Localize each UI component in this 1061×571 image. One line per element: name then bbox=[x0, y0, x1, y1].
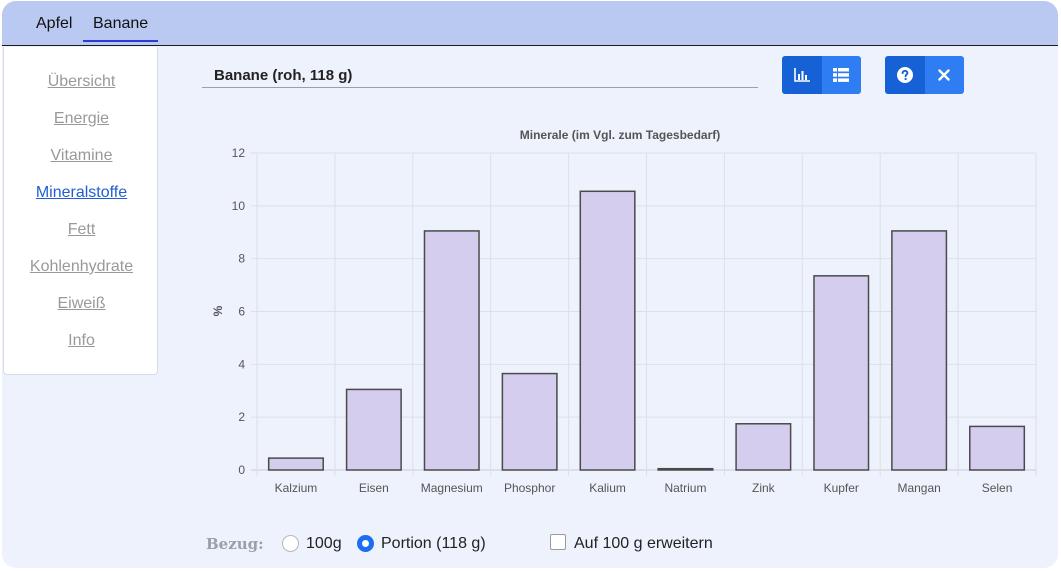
x-tick-label: Mangan bbox=[897, 481, 940, 495]
sidebar-item-uebersicht[interactable]: Übersicht bbox=[47, 73, 116, 90]
x-tick-label: Magnesium bbox=[421, 481, 483, 495]
y-tick-label: 6 bbox=[238, 305, 245, 319]
help-icon bbox=[896, 67, 913, 83]
x-tick-label: Phosphor bbox=[504, 481, 555, 495]
x-axis-ticks: Kalzium Eisen Magnesium Phosphor Kalium Natri… bbox=[275, 481, 1013, 495]
y-tick-label: 10 bbox=[232, 199, 246, 213]
x-tick-label: Kupfer bbox=[824, 481, 859, 495]
extend-checkbox-label[interactable]: Auf 100 g erweitern bbox=[574, 535, 713, 552]
sidebar-item-mineralstoffe[interactable]: Mineralstoffe bbox=[35, 184, 128, 201]
bar-kalium[interactable] bbox=[579, 190, 636, 471]
close-button[interactable] bbox=[924, 56, 964, 94]
chart-title: Minerale (im Vgl. zum Tagesbedarf) bbox=[520, 128, 720, 142]
radio-100g[interactable] bbox=[282, 535, 299, 552]
x-tick-label: Selen bbox=[982, 481, 1013, 495]
bar-kalzium[interactable] bbox=[267, 457, 324, 471]
y-tick-label: 0 bbox=[238, 463, 245, 477]
bar-eisen[interactable] bbox=[345, 388, 402, 471]
x-tick-label: Kalium bbox=[589, 481, 626, 495]
y-tick-label: 8 bbox=[238, 252, 245, 266]
y-tick-label: 2 bbox=[238, 410, 245, 424]
bar-selen[interactable] bbox=[969, 425, 1026, 471]
bar-chart-icon bbox=[793, 68, 810, 82]
y-tick-label: 12 bbox=[232, 146, 246, 160]
y-axis-ticks: 0 2 4 6 8 10 12 bbox=[232, 146, 246, 477]
help-button[interactable] bbox=[885, 56, 925, 94]
table-view-button[interactable] bbox=[821, 56, 861, 94]
bar-mangan[interactable] bbox=[891, 230, 948, 471]
extend-checkbox[interactable] bbox=[550, 534, 566, 550]
chart-svg: Minerale (im Vgl. zum Tagesbedarf) % 0 2 4… bbox=[211, 128, 1037, 495]
x-tick-label: Zink bbox=[752, 481, 776, 495]
sidebar-item-eiweiss[interactable]: Eiweiß bbox=[57, 295, 106, 312]
reference-options: Bezug: 100g Portion (118 g) Auf 100 g er… bbox=[206, 531, 806, 557]
close-icon bbox=[938, 69, 950, 81]
bar-phosphor[interactable] bbox=[501, 372, 558, 471]
sidebar-item-info[interactable]: Info bbox=[68, 332, 95, 349]
panel-title: Banane (roh, 118 g) bbox=[202, 66, 758, 88]
minerals-chart: Minerale (im Vgl. zum Tagesbedarf) % 0 2 4… bbox=[200, 121, 1050, 501]
tab-apfel[interactable]: Apfel bbox=[36, 15, 73, 32]
bar-magnesium[interactable] bbox=[423, 230, 480, 471]
chart-bars bbox=[267, 190, 1026, 471]
list-icon bbox=[833, 68, 850, 82]
y-tick-label: 4 bbox=[238, 357, 245, 371]
chart-view-button[interactable] bbox=[782, 56, 822, 94]
reference-label: Bezug: bbox=[206, 535, 264, 553]
y-axis-label: % bbox=[211, 305, 225, 316]
bar-kupfer[interactable] bbox=[813, 275, 870, 471]
x-tick-label: Eisen bbox=[359, 481, 389, 495]
tab-banane[interactable]: Banane bbox=[83, 14, 159, 42]
radio-portion-label[interactable]: Portion (118 g) bbox=[381, 535, 486, 552]
x-tick-label: Kalzium bbox=[275, 481, 318, 495]
view-toggle-group bbox=[782, 56, 861, 94]
action-button-group bbox=[885, 56, 964, 94]
radio-portion[interactable] bbox=[357, 535, 374, 552]
radio-100g-label[interactable]: 100g bbox=[306, 535, 342, 552]
sidebar-item-vitamine[interactable]: Vitamine bbox=[50, 147, 113, 164]
sidebar-item-fett[interactable]: Fett bbox=[67, 221, 96, 238]
sidebar: Übersicht Energie Vitamine Mineralstoffe… bbox=[3, 47, 158, 375]
sidebar-item-energie[interactable]: Energie bbox=[53, 110, 110, 127]
top-bar: Apfel Banane bbox=[2, 1, 1058, 46]
bar-natrium[interactable] bbox=[657, 467, 714, 471]
sidebar-item-kohlenhydrate[interactable]: Kohlenhydrate bbox=[29, 258, 134, 275]
bar-zink[interactable] bbox=[735, 423, 792, 471]
x-tick-label: Natrium bbox=[664, 481, 706, 495]
